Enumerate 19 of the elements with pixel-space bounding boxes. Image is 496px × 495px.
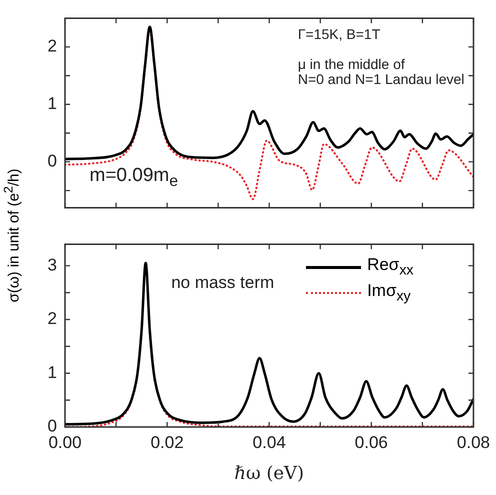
annotation: μ in the middle of (298, 56, 405, 72)
annotation: no mass term (171, 273, 274, 292)
y-tick-label: 2 (48, 36, 57, 56)
x-tick-label: 0.02 (150, 432, 184, 452)
legend-label: Imσ$_{xy}$ (367, 281, 411, 305)
y-tick-label: 1 (48, 362, 57, 382)
line-series (65, 26, 474, 160)
y-tick-label: 2 (48, 309, 57, 328)
x-tick-label: 0.06 (354, 432, 388, 452)
x-tick-label: 0.08 (456, 432, 490, 452)
annotation: m=0.09m$_{e}$ (90, 164, 178, 190)
annotation: Γ=15K, B=1T (298, 26, 380, 42)
legend-label: Reσ$_{xx}$ (367, 255, 414, 279)
x-tick-label: 0.04 (252, 432, 286, 452)
y-tick-label: 0 (48, 152, 57, 171)
annotation: N=0 and N=1 Landau level (298, 71, 464, 88)
x-axis-title: ℏω (eV) (234, 462, 304, 484)
y-tick-label: 3 (48, 255, 57, 274)
y-tick-label: 1 (48, 94, 57, 114)
